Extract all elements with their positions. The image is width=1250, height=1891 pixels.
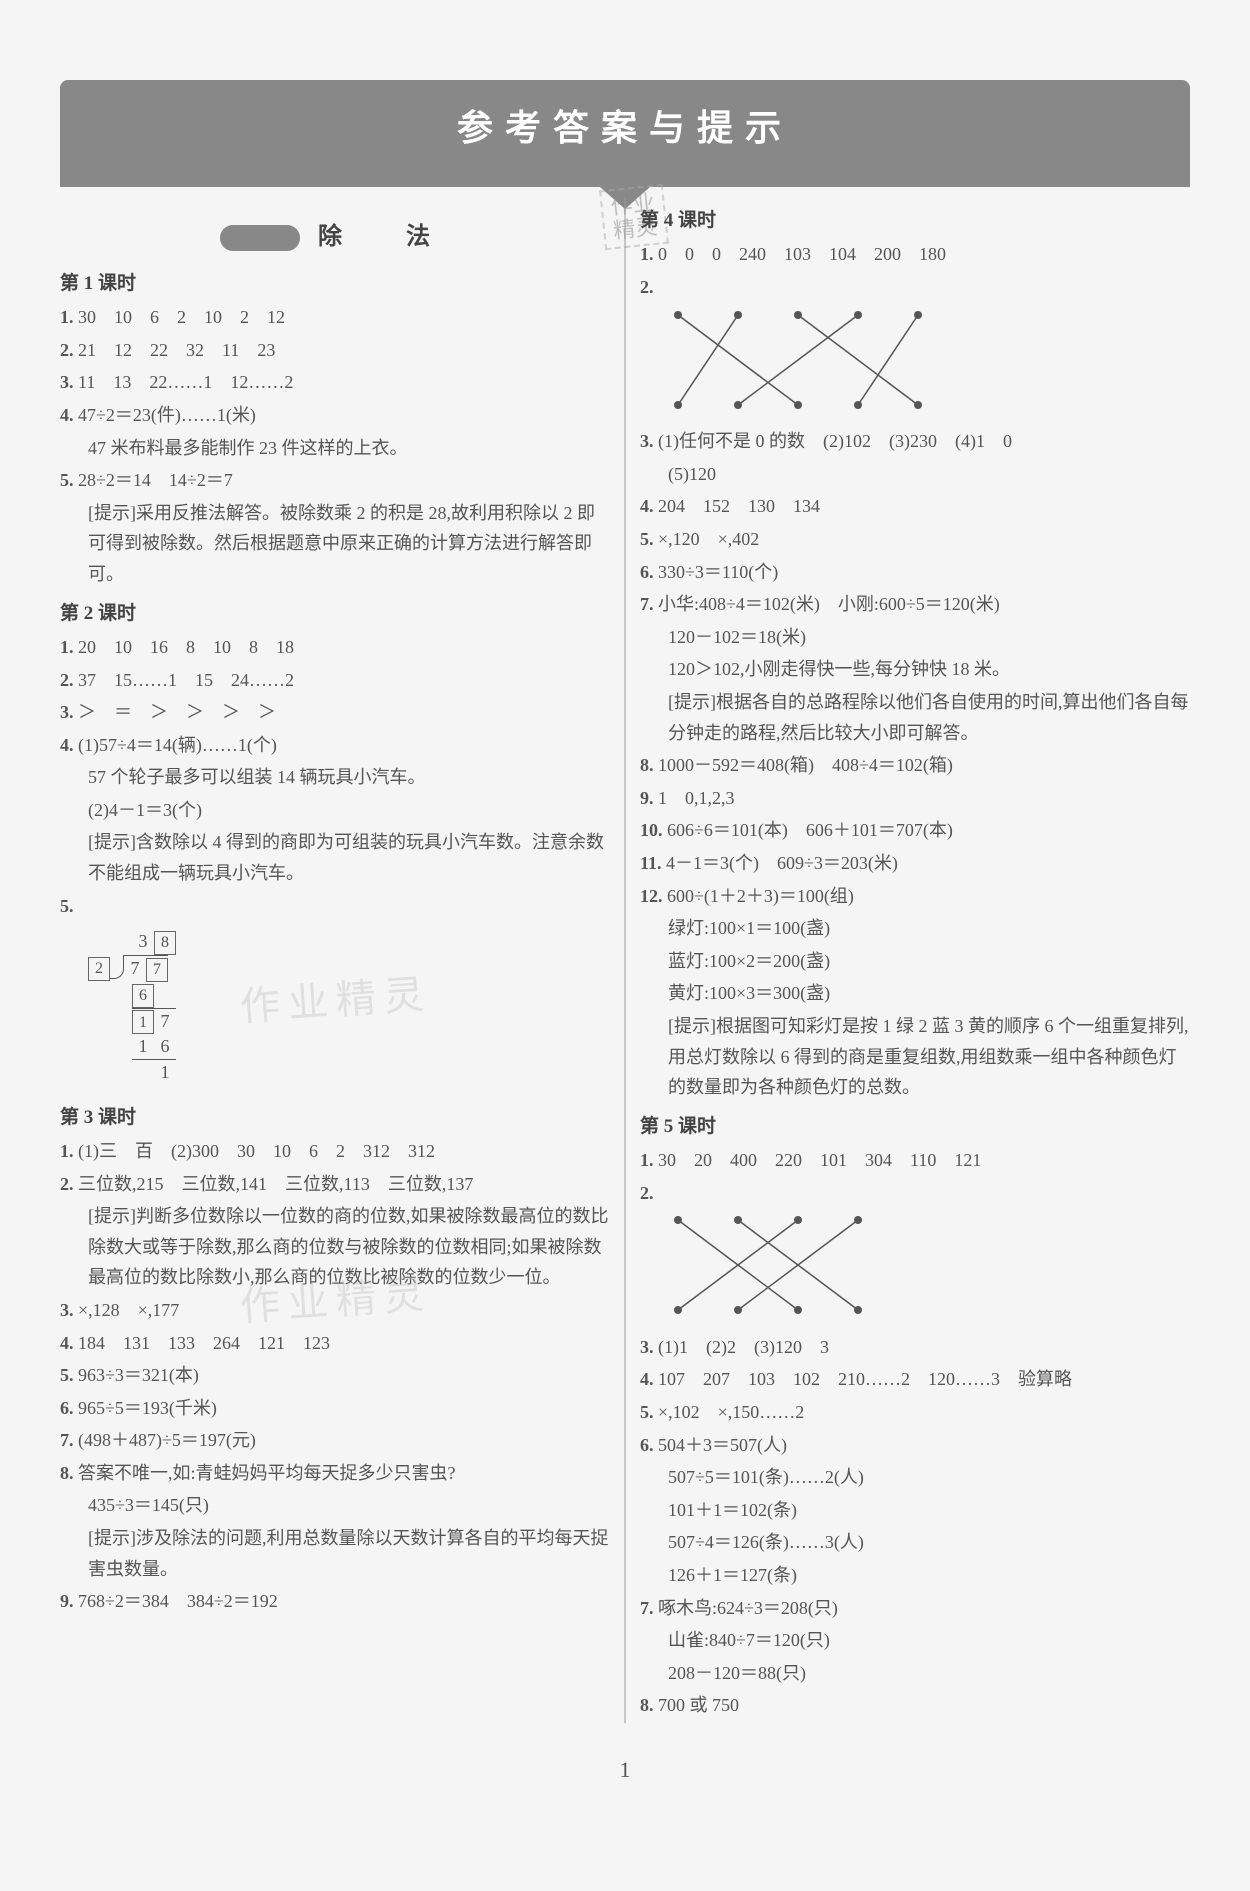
hint-line: [提示]采用反推法解答。被除数乘 2 的积是 28,故利用积除以 2 即可得到被… xyxy=(60,498,610,590)
answer-line: 11. 4－1＝3(个) 609÷3＝203(米) xyxy=(640,848,1190,879)
period-1-title: 第 1 课时 xyxy=(60,268,610,300)
matching-diagram-4 xyxy=(658,305,958,415)
answer-line: 8. 700 或 750 xyxy=(640,1690,1190,1721)
answer-line: 4. (1)57÷4＝14(辆)……1(个) xyxy=(60,730,610,761)
answer-line: 4. 204 152 130 134 xyxy=(640,491,1190,522)
answer-line: 5. ×,120 ×,402 xyxy=(640,524,1190,555)
answer-line: 57 个轮子最多可以组装 14 辆玩具小汽车。 xyxy=(60,762,610,793)
chapter-title: 除 法 xyxy=(318,217,450,258)
answer-line: (2)4－1＝3(个) xyxy=(60,795,610,826)
answer-line: 9. 1 0,1,2,3 xyxy=(640,783,1190,814)
banner: 参考答案与提示 xyxy=(60,80,1190,187)
chapter-pill-icon xyxy=(220,225,300,251)
hint-line: [提示]涉及除法的问题,利用总数量除以天数计算各自的平均每天捉害虫数量。 xyxy=(60,1523,610,1584)
period-3-title: 第 3 课时 xyxy=(60,1102,610,1134)
answer-line: 3. (1)1 (2)2 (3)120 3 xyxy=(640,1332,1190,1363)
answer-line: 126＋1＝127(条) xyxy=(640,1560,1190,1591)
answer-line: 3. ×,128 ×,177 xyxy=(60,1295,610,1326)
long-division: 3 8 2 7 7 6 1 7 1 6 xyxy=(88,929,176,1084)
answer-line: 1. (1)三 百 (2)300 30 10 6 2 312 312 xyxy=(60,1136,610,1167)
answer-line: 蓝灯:100×2＝200(盏) xyxy=(640,946,1190,977)
answer-line: 507÷4＝126(条)……3(人) xyxy=(640,1527,1190,1558)
answer-line: 6. 504＋3＝507(人) xyxy=(640,1430,1190,1461)
answer-line: 6. 330÷3＝110(个) xyxy=(640,557,1190,588)
answer-line: 4. 184 131 133 264 121 123 xyxy=(60,1328,610,1359)
answer-line: 2. xyxy=(640,1178,1190,1209)
left-column: 除 法 第 1 课时 1. 30 10 6 2 10 2 12 2. 21 12… xyxy=(60,197,610,1723)
matching-diagram-5 xyxy=(658,1210,898,1320)
answer-line: 2. xyxy=(640,272,1190,303)
answer-line: 10. 606÷6＝101(本) 606＋101＝707(本) xyxy=(640,815,1190,846)
period-4-title: 第 4 课时 xyxy=(640,205,1190,237)
answer-line: 8. 答案不唯一,如:青蛙妈妈平均每天捉多少只害虫? xyxy=(60,1458,610,1489)
answer-line: 2. 21 12 22 32 11 23 xyxy=(60,335,610,366)
answer-line: 12. 600÷(1＋2＋3)＝100(组) xyxy=(640,881,1190,912)
answer-line: 1. 20 10 16 8 10 8 18 xyxy=(60,632,610,663)
hint-line: [提示]判断多位数除以一位数的商的位数,如果被除数最高位的数比除数大或等于除数,… xyxy=(60,1201,610,1293)
answer-line: 3. 11 13 22……1 12……2 xyxy=(60,367,610,398)
answer-line: 435÷3＝145(只) xyxy=(60,1490,610,1521)
right-column: 第 4 课时 1. 0 0 0 240 103 104 200 180 2. 3… xyxy=(640,197,1190,1723)
answer-line: 9. 768÷2＝384 384÷2＝192 xyxy=(60,1586,610,1617)
banner-title: 参考答案与提示 xyxy=(60,80,1190,187)
chapter-heading: 除 法 xyxy=(60,217,610,258)
watermark: 作业精灵 xyxy=(238,961,434,1042)
answer-line: 7. 啄木鸟:624÷3＝208(只) xyxy=(640,1593,1190,1624)
answer-line: 507÷5＝101(条)……2(人) xyxy=(640,1462,1190,1493)
answer-line: 3. (1)任何不是 0 的数 (2)102 (3)230 (4)1 0 xyxy=(640,426,1190,457)
answer-line: (5)120 xyxy=(640,459,1190,490)
answer-line: 6. 965÷5＝193(千米) xyxy=(60,1393,610,1424)
answer-line: 47 米布料最多能制作 23 件这样的上衣。 xyxy=(60,433,610,464)
answer-line: 7. (498＋487)÷5＝197(元) xyxy=(60,1425,610,1456)
answer-line: 1. 30 10 6 2 10 2 12 xyxy=(60,302,610,333)
answer-line: 黄灯:100×3＝300(盏) xyxy=(640,978,1190,1009)
answer-line: 绿灯:100×1＝100(盏) xyxy=(640,913,1190,944)
answer-line: 山雀:840÷7＝120(只) xyxy=(640,1625,1190,1656)
answer-line: 2. 37 15……1 15 24……2 xyxy=(60,665,610,696)
period-5-title: 第 5 课时 xyxy=(640,1111,1190,1143)
answer-line: 7. 小华:408÷4＝102(米) 小刚:600÷5＝120(米) xyxy=(640,589,1190,620)
column-divider xyxy=(624,197,626,1723)
answer-line: 1. 30 20 400 220 101 304 110 121 xyxy=(640,1145,1190,1176)
answer-line: 5. 28÷2＝14 14÷2＝7 xyxy=(60,465,610,496)
answer-line: 2. 三位数,215 三位数,141 三位数,113 三位数,137 xyxy=(60,1169,610,1200)
period-2-title: 第 2 课时 xyxy=(60,598,610,630)
answer-line: 1. 0 0 0 240 103 104 200 180 xyxy=(640,239,1190,270)
answer-line: 101＋1＝102(条) xyxy=(640,1495,1190,1526)
answer-line: 5. 963÷3＝321(本) xyxy=(60,1360,610,1391)
hint-line: [提示]含数除以 4 得到的商即为可组装的玩具小汽车数。注意余数不能组成一辆玩具… xyxy=(60,827,610,888)
answer-line: 4. 107 207 103 102 210……2 120……3 验算略 xyxy=(640,1364,1190,1395)
answer-line: 3. ＞ ＝ ＞ ＞ ＞ ＞ xyxy=(60,697,610,728)
answer-line: 8. 1000－592＝408(箱) 408÷4＝102(箱) xyxy=(640,750,1190,781)
answer-line: 208－120＝88(只) xyxy=(640,1658,1190,1689)
answer-line: 5. ×,102 ×,150……2 xyxy=(640,1397,1190,1428)
hint-line: [提示]根据各自的总路程除以他们各自使用的时间,算出他们各自每分钟走的路程,然后… xyxy=(640,687,1190,748)
page-number: 1 xyxy=(60,1751,1190,1788)
answer-line: 5. xyxy=(60,891,610,922)
hint-line: [提示]根据图可知彩灯是按 1 绿 2 蓝 3 黄的顺序 6 个一组重复排列,用… xyxy=(640,1011,1190,1103)
answer-line: 4. 47÷2＝23(件)……1(米) xyxy=(60,400,610,431)
answer-line: 120－102＝18(米) xyxy=(640,622,1190,653)
two-column-layout: 除 法 第 1 课时 1. 30 10 6 2 10 2 12 2. 21 12… xyxy=(60,197,1190,1723)
answer-line: 120＞102,小刚走得快一些,每分钟快 18 米。 xyxy=(640,654,1190,685)
